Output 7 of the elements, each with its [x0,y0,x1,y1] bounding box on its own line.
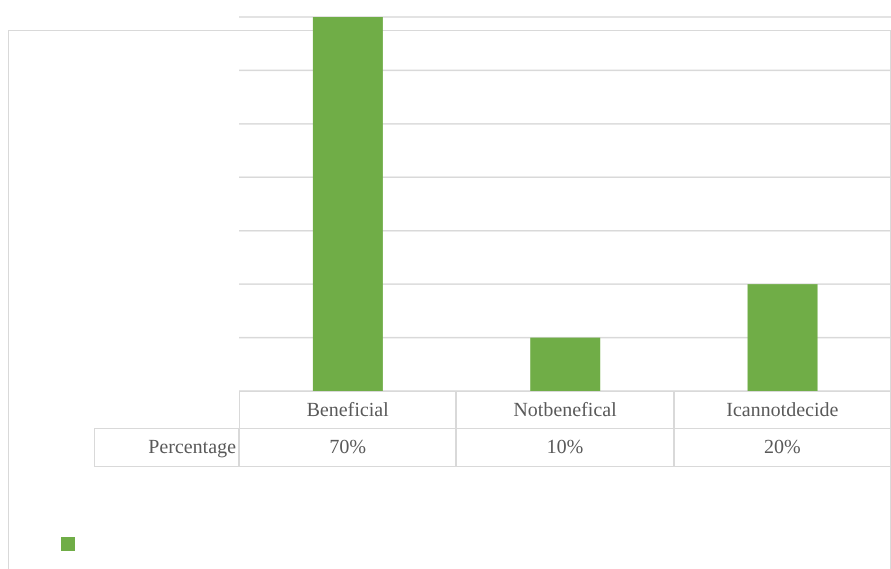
data-label: 70% [239,428,456,467]
x-tick-label: Notbenefical [456,391,674,429]
text: Percentage [94,428,239,467]
x-tick-label: Beneficial [239,391,456,429]
x-tick-label: Icannotdecide [674,391,891,429]
data-label: 10% [456,428,674,467]
data-label: 20% [674,428,891,467]
